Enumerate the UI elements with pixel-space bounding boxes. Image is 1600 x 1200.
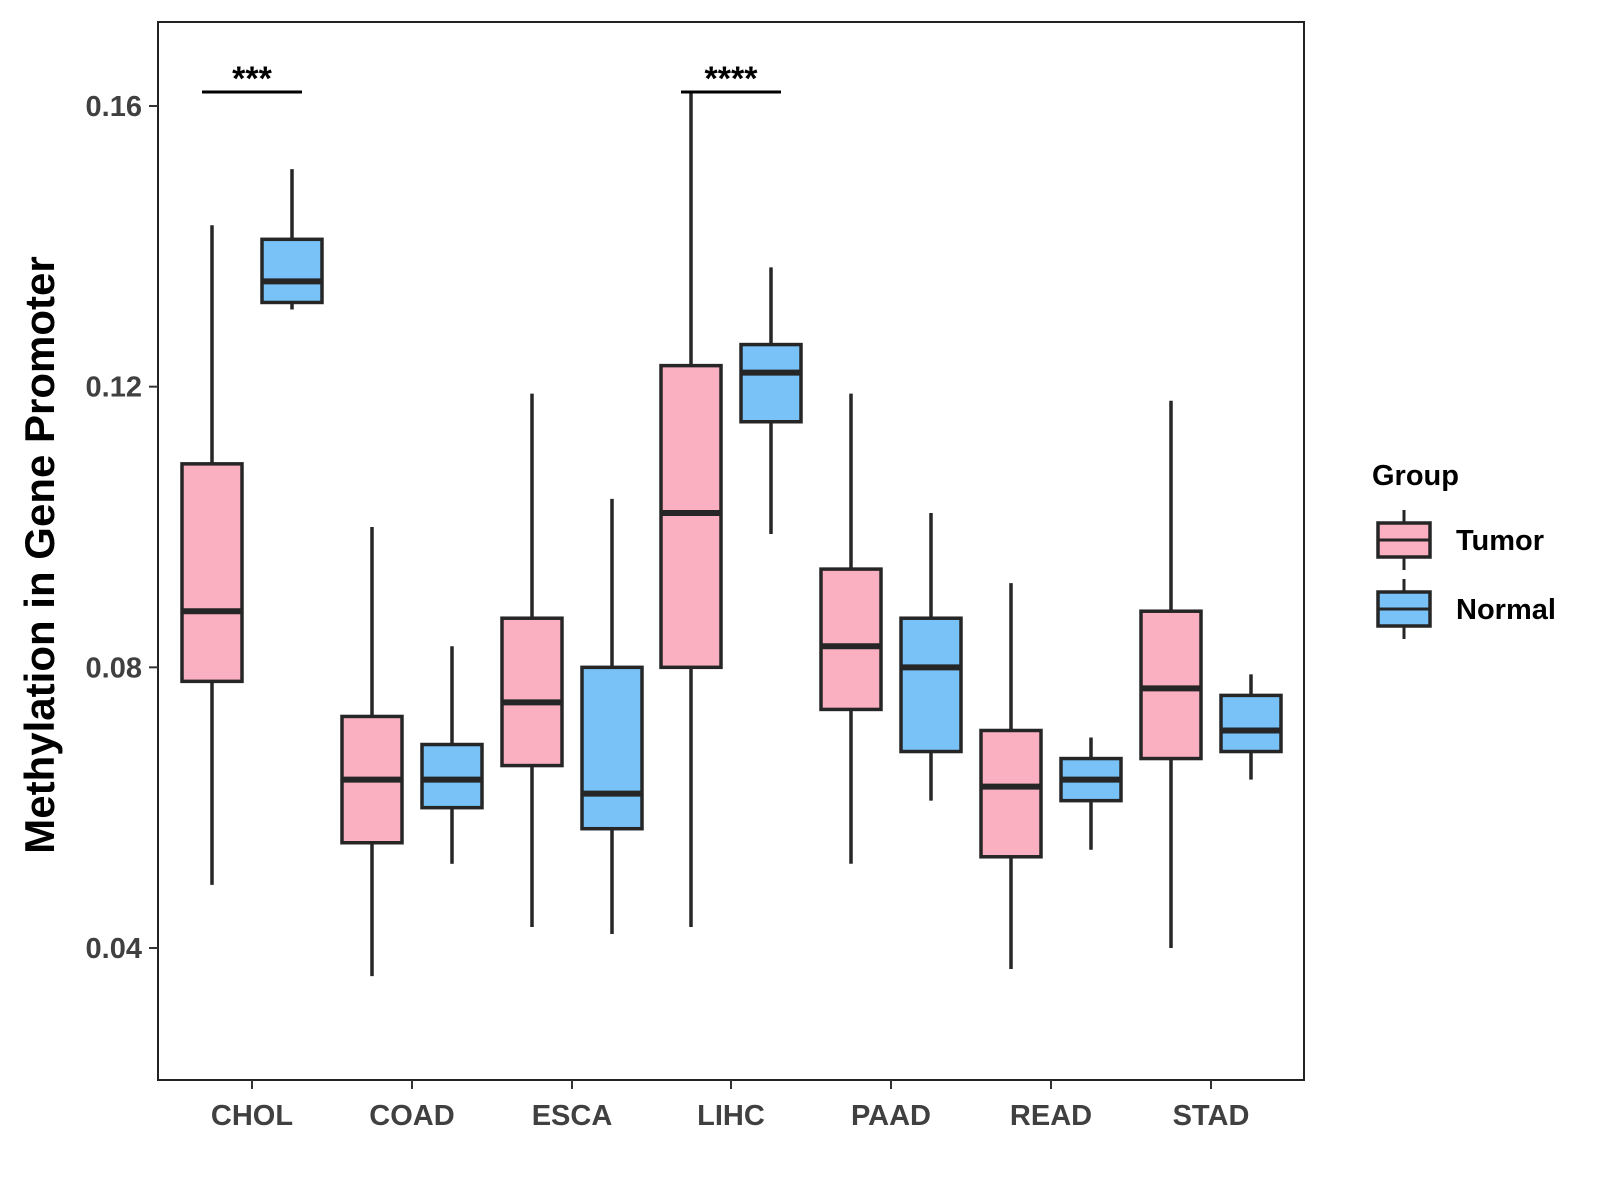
y-tick-label: 0.16 bbox=[86, 91, 142, 123]
box-iqr bbox=[1219, 693, 1283, 754]
y-tick-label: 0.12 bbox=[86, 372, 142, 404]
box-iqr bbox=[899, 616, 963, 754]
box-series bbox=[180, 91, 1283, 977]
significance-label: **** bbox=[705, 60, 759, 98]
y-tick-label: 0.08 bbox=[86, 652, 142, 684]
plot-panel bbox=[157, 21, 1305, 1081]
legend: Group Tumor Normal bbox=[1372, 460, 1556, 639]
significance-annotations: *** **** bbox=[202, 60, 781, 98]
box-tumor-stad bbox=[1139, 400, 1203, 948]
legend-label: Tumor bbox=[1456, 525, 1544, 557]
box-iqr bbox=[260, 237, 324, 305]
legend-entry-normal: Normal bbox=[1376, 579, 1556, 639]
box-normal-paad bbox=[899, 512, 963, 801]
x-tick-label: PAAD bbox=[851, 1100, 931, 1132]
box-normal-esca bbox=[580, 498, 644, 934]
x-tick-label: CHOL bbox=[211, 1100, 293, 1132]
box-tumor-chol bbox=[180, 225, 244, 885]
box-normal-stad bbox=[1219, 674, 1283, 780]
box-tumor-read bbox=[979, 583, 1043, 970]
x-tick-label: LIHC bbox=[697, 1100, 765, 1132]
box-tumor-lihc bbox=[659, 91, 723, 927]
legend-label: Normal bbox=[1456, 594, 1556, 626]
x-tick-label: COAD bbox=[369, 1100, 454, 1132]
box-normal-chol bbox=[260, 169, 324, 310]
y-axis-title: Methylation in Gene Promoter bbox=[16, 256, 63, 853]
box-normal-read bbox=[1059, 737, 1123, 850]
box-iqr bbox=[659, 363, 723, 670]
x-axis: CHOL COAD ESCA LIHC PAAD READ STAD bbox=[211, 1080, 1249, 1132]
x-tick-label: ESCA bbox=[532, 1100, 613, 1132]
box-tumor-coad bbox=[340, 527, 404, 977]
legend-entry-tumor: Tumor bbox=[1376, 510, 1544, 570]
x-tick-label: STAD bbox=[1173, 1100, 1250, 1132]
box-normal-lihc bbox=[739, 267, 803, 535]
significance-label: *** bbox=[232, 60, 272, 98]
box-tumor-paad bbox=[819, 393, 883, 864]
box-iqr bbox=[180, 462, 244, 684]
box-iqr bbox=[420, 742, 484, 810]
legend-title: Group bbox=[1372, 460, 1459, 492]
box-iqr bbox=[1139, 609, 1203, 761]
box-iqr bbox=[580, 665, 644, 831]
x-tick-label: READ bbox=[1010, 1100, 1092, 1132]
box-tumor-esca bbox=[500, 393, 564, 927]
box-normal-coad bbox=[420, 646, 484, 864]
y-tick-label: 0.04 bbox=[86, 933, 142, 965]
box-iqr bbox=[500, 616, 564, 768]
box-iqr bbox=[739, 342, 803, 424]
y-axis: 0.04 0.08 0.12 0.16 bbox=[86, 91, 158, 965]
box-iqr bbox=[819, 567, 883, 712]
box-iqr bbox=[979, 728, 1043, 859]
